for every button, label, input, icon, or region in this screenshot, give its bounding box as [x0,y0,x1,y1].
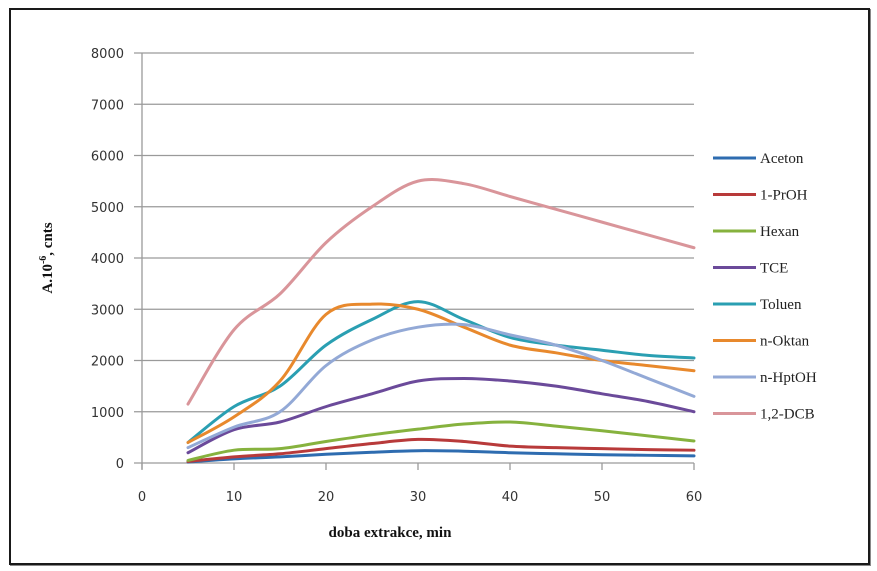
legend-item: 1-PrOH [713,188,808,204]
x-axis-title: doba extrakce, min [329,525,453,541]
y-tick-label: 8000 [91,47,124,62]
legend-label: Hexan [760,224,800,240]
y-tick-label: 6000 [91,150,124,165]
legend-item: n-HptOH [713,370,817,386]
x-axis-tick-labels: 0 10 20 30 40 50 60 [138,490,702,505]
x-tick-label: 40 [502,490,519,505]
legend-label: Toluen [760,297,802,313]
y-tick-label: 2000 [91,355,124,370]
series-line-hexan [186,420,696,462]
axes [134,53,695,470]
y-tick-label: 7000 [91,98,124,113]
legend-item: Hexan [713,224,800,240]
y-tick-label: 1000 [91,406,124,421]
x-tick-label: 50 [594,490,611,505]
legend-label: Aceton [760,151,804,167]
y-tick-label: 5000 [91,201,124,216]
legend-item: TCE [713,261,788,277]
x-tick-label: 20 [318,490,335,505]
series-line-tce [186,376,696,455]
x-tick-label: 0 [138,490,146,505]
series-line-toluen [186,300,696,444]
legend-item: Aceton [713,151,804,167]
x-tick-label: 30 [410,490,427,505]
y-axis-title: A.10-6, cnts [38,222,56,293]
y-tick-label: 4000 [91,252,124,267]
legend-item: 1,2-DCB [713,407,815,423]
x-tick-label: 60 [686,490,703,505]
legend-label: 1-PrOH [760,188,808,204]
y-tick-label: 3000 [91,303,124,318]
series-line-n-hptoh [186,322,696,450]
gridlines [134,52,694,413]
legend-label: 1,2-DCB [760,407,815,423]
series-line-aceton [186,449,696,464]
legend-label: TCE [760,261,788,277]
series-line-1-proh [186,437,696,463]
legend-label: n-Oktan [760,334,810,350]
chart-frame [9,8,870,565]
legend: Aceton 1-PrOH Hexan TCE Toluen n-Oktan n-HptOH… [713,151,817,423]
legend-label: n-HptOH [760,370,817,386]
series-line-1-2-dcb [186,178,696,406]
legend-item: Toluen [713,297,802,313]
series-lines [186,178,696,464]
legend-item: n-Oktan [713,334,810,350]
x-tick-label: 10 [226,490,243,505]
y-axis-tick-labels: 0 1000 2000 3000 4000 5000 6000 7000 8000 [91,47,124,472]
y-tick-label: 0 [116,457,124,472]
